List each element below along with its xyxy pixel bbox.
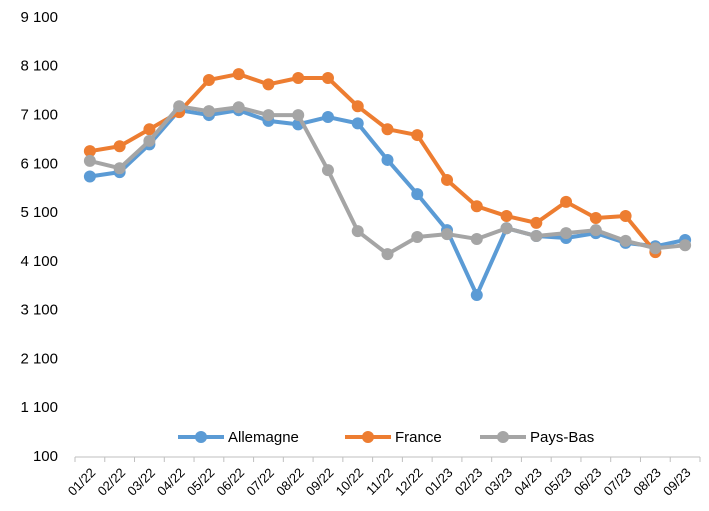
x-tick-label: 12/22 bbox=[392, 465, 426, 499]
y-tick-label: 5 100 bbox=[20, 204, 58, 221]
point bbox=[441, 228, 454, 241]
legend-marker bbox=[195, 431, 207, 443]
y-tick-label: 100 bbox=[33, 448, 58, 465]
point bbox=[381, 123, 394, 136]
point bbox=[470, 232, 483, 245]
series-line bbox=[89, 108, 686, 298]
x-tick-label: 03/22 bbox=[124, 465, 158, 499]
x-tick-label: 07/23 bbox=[601, 465, 635, 499]
point bbox=[351, 117, 364, 130]
point bbox=[232, 68, 245, 81]
point bbox=[321, 111, 334, 124]
point bbox=[83, 145, 96, 158]
x-tick-label: 01/22 bbox=[65, 465, 99, 499]
legend-marker bbox=[362, 431, 374, 443]
x-tick-label: 10/22 bbox=[333, 465, 367, 499]
point bbox=[202, 73, 215, 86]
legend-label: Pays-Bas bbox=[530, 429, 594, 446]
point bbox=[292, 109, 305, 122]
x-tick-label: 05/23 bbox=[541, 465, 575, 499]
point bbox=[500, 222, 513, 235]
x-tick-label: 06/22 bbox=[214, 465, 248, 499]
point bbox=[321, 164, 334, 177]
legend-marker bbox=[497, 431, 509, 443]
point bbox=[470, 289, 483, 302]
point bbox=[411, 129, 424, 142]
point bbox=[83, 154, 96, 167]
point bbox=[619, 210, 632, 223]
point bbox=[292, 71, 305, 84]
point bbox=[411, 188, 424, 201]
point bbox=[381, 153, 394, 166]
y-tick-label: 1 100 bbox=[20, 399, 58, 416]
point bbox=[679, 239, 692, 252]
y-tick-label: 4 100 bbox=[20, 253, 58, 270]
point bbox=[560, 227, 573, 240]
y-tick-label: 3 100 bbox=[20, 302, 58, 319]
point bbox=[530, 216, 543, 229]
y-tick-label: 7 100 bbox=[20, 107, 58, 124]
x-tick-label: 04/22 bbox=[154, 465, 188, 499]
point bbox=[619, 234, 632, 247]
point bbox=[589, 211, 602, 224]
x-tick-label: 08/23 bbox=[630, 465, 664, 499]
point bbox=[589, 224, 602, 237]
legend-label: Allemagne bbox=[228, 429, 299, 446]
y-tick-label: 6 100 bbox=[20, 155, 58, 172]
x-tick-label: 09/22 bbox=[303, 465, 337, 499]
point bbox=[530, 230, 543, 243]
x-tick-label: 11/22 bbox=[363, 465, 396, 498]
point bbox=[351, 225, 364, 238]
x-tick-label: 04/23 bbox=[511, 465, 545, 499]
point bbox=[411, 231, 424, 244]
point bbox=[173, 100, 186, 113]
legend-label: France bbox=[395, 429, 442, 446]
x-tick-label: 02/22 bbox=[95, 465, 129, 499]
point bbox=[202, 105, 215, 118]
point bbox=[232, 101, 245, 114]
point bbox=[262, 109, 275, 122]
x-tick-label: 02/23 bbox=[452, 465, 486, 499]
point bbox=[470, 200, 483, 213]
x-tick-label: 09/23 bbox=[660, 465, 694, 499]
point bbox=[381, 248, 394, 261]
point bbox=[560, 195, 573, 208]
series-line bbox=[89, 72, 657, 254]
point bbox=[441, 173, 454, 186]
point bbox=[500, 210, 513, 223]
y-tick-label: 9 100 bbox=[20, 9, 58, 26]
y-tick-label: 2 100 bbox=[20, 350, 58, 367]
point bbox=[262, 78, 275, 91]
point bbox=[143, 134, 156, 147]
point bbox=[649, 242, 662, 255]
x-tick-label: 06/23 bbox=[571, 465, 605, 499]
point bbox=[143, 123, 156, 136]
x-tick-label: 08/22 bbox=[273, 465, 307, 499]
y-tick-label: 8 100 bbox=[20, 58, 58, 75]
point bbox=[83, 170, 96, 183]
x-tick-label: 07/22 bbox=[243, 465, 277, 499]
x-tick-label: 01/23 bbox=[422, 465, 456, 499]
x-tick-label: 05/22 bbox=[184, 465, 218, 499]
point bbox=[321, 71, 334, 84]
point bbox=[113, 140, 126, 153]
point bbox=[351, 100, 364, 113]
point bbox=[113, 162, 126, 175]
x-tick-label: 03/23 bbox=[481, 465, 515, 499]
